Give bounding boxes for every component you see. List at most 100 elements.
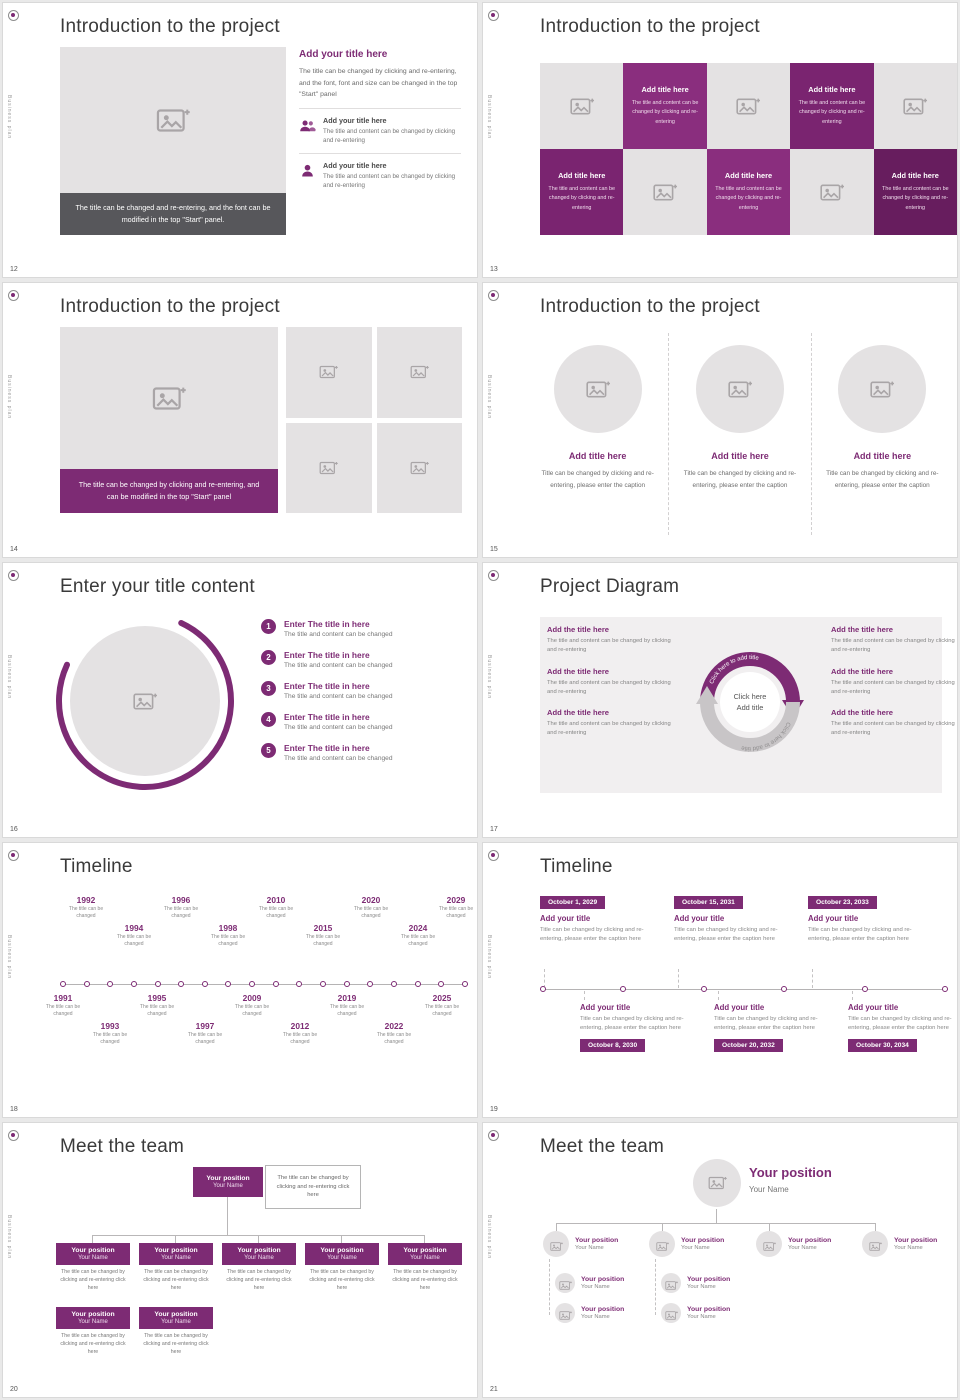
timeline-year[interactable]: 1997 The title can be changed bbox=[187, 1021, 223, 1046]
text-cell[interactable]: Add title here The title and content can… bbox=[790, 63, 874, 149]
diagram-item[interactable]: Add the title here The title and content… bbox=[831, 667, 957, 698]
org-root-box[interactable]: Your position Your Name bbox=[193, 1167, 263, 1197]
timeline-year[interactable]: 2010 The title can be changed bbox=[258, 895, 294, 920]
timeline-year[interactable]: 2022 The title can be changed bbox=[376, 1021, 412, 1046]
timeline-year[interactable]: 2019 The title can be changed bbox=[329, 993, 365, 1018]
timeline-year[interactable]: 2029 The title can be changed bbox=[438, 895, 474, 920]
timeline-year[interactable]: 1998 The title can be changed bbox=[210, 923, 246, 948]
circular-arrows-diagram[interactable]: Click here to add title Click here to ad… bbox=[677, 629, 823, 775]
team-member-sub[interactable]: Your position Your Name bbox=[555, 1303, 624, 1323]
name-label: Your Name bbox=[687, 1314, 716, 1320]
list-item[interactable]: 1 Enter The title in here The title and … bbox=[261, 619, 473, 638]
column[interactable]: Add title here Title can be changed by c… bbox=[668, 333, 810, 535]
list-item[interactable]: 3 Enter The title in here The title and … bbox=[261, 681, 473, 700]
list-item[interactable]: 5 Enter The title in here The title and … bbox=[261, 743, 473, 762]
org-member-box[interactable]: Your position Your Name bbox=[56, 1307, 130, 1329]
org-member-box[interactable]: Your position Your Name bbox=[305, 1243, 379, 1265]
diagram-item[interactable]: Add the title here The title and content… bbox=[547, 625, 673, 656]
text-cell[interactable]: Add title here The title and content can… bbox=[873, 149, 957, 235]
team-member[interactable]: Your position Your Name bbox=[756, 1231, 831, 1257]
item-title: Add the title here bbox=[831, 666, 894, 676]
image-placeholder[interactable] bbox=[790, 149, 874, 235]
image-placeholder[interactable] bbox=[553, 345, 642, 433]
member-text: The title can be changed by clicking and… bbox=[143, 1333, 209, 1355]
cell-title: Add title here bbox=[641, 85, 689, 95]
org-member-box[interactable]: Your position Your Name bbox=[139, 1307, 213, 1329]
image-placeholder[interactable] bbox=[70, 626, 220, 776]
list-item[interactable]: Add your title here The title and conten… bbox=[299, 116, 461, 146]
timeline-year[interactable]: 1995 The title can be changed bbox=[139, 993, 175, 1018]
column-heading[interactable]: Add your title here bbox=[299, 49, 388, 60]
text-cell[interactable]: Add title here The title and content can… bbox=[623, 63, 707, 149]
image-placeholder[interactable] bbox=[873, 63, 957, 149]
list-item[interactable]: Add your title here The title and conten… bbox=[299, 161, 461, 191]
timeline-year[interactable]: 1996 The title can be changed bbox=[163, 895, 199, 920]
sidebar-strip: Business plan bbox=[3, 843, 25, 1117]
column-body[interactable]: The title can be changed by clicking and… bbox=[299, 68, 458, 99]
timeline-entry[interactable]: Add your title Title can be changed by c… bbox=[848, 1003, 957, 1052]
position-label: Your position bbox=[71, 1247, 115, 1254]
lead-position[interactable]: Your position bbox=[749, 1165, 832, 1180]
column-text: Title can be changed by clicking and re-… bbox=[826, 470, 939, 489]
diagram-item[interactable]: Add the title here The title and content… bbox=[831, 625, 957, 656]
org-member-box[interactable]: Your position Your Name bbox=[56, 1243, 130, 1265]
timeline-entry[interactable]: October 1, 2029 Add your title Title can… bbox=[540, 891, 666, 945]
text-cell[interactable]: Add title here The title and content can… bbox=[540, 149, 624, 235]
timeline-entry[interactable]: October 15, 2031 Add your title Title ca… bbox=[674, 891, 800, 945]
org-member-box[interactable]: Your position Your Name bbox=[222, 1243, 296, 1265]
team-member[interactable]: Your position Your Name bbox=[649, 1231, 724, 1257]
column[interactable]: Add title here Title can be changed by c… bbox=[527, 333, 668, 535]
item-title: Add the title here bbox=[831, 708, 894, 718]
team-member[interactable]: Your position Your Name bbox=[543, 1231, 618, 1257]
image-placeholder[interactable] bbox=[623, 149, 707, 235]
diagram-item[interactable]: Add the title here The title and content… bbox=[547, 708, 673, 739]
text-cell[interactable]: Add title here The title and content can… bbox=[706, 149, 791, 235]
timeline-year[interactable]: 2025 The title can be changed bbox=[424, 993, 460, 1018]
cycle-arrows: Click here to add title Click here to ad… bbox=[696, 652, 804, 752]
slide-17: Business plan Project Diagram Add the ti… bbox=[482, 562, 958, 838]
connector bbox=[716, 1209, 717, 1223]
team-member-sub[interactable]: Your position Your Name bbox=[661, 1303, 730, 1323]
team-member-sub[interactable]: Your position Your Name bbox=[555, 1273, 624, 1293]
image-placeholder[interactable] bbox=[286, 327, 372, 418]
timeline-entry[interactable]: October 23, 2033 Add your title Title ca… bbox=[808, 891, 934, 945]
timeline-year[interactable]: 1993 The title can be changed bbox=[92, 1021, 128, 1046]
timeline-year[interactable]: 1994 The title can be changed bbox=[116, 923, 152, 948]
avatar-placeholder[interactable] bbox=[693, 1159, 741, 1207]
timeline-year[interactable]: 1992 The title can be changed bbox=[68, 895, 104, 920]
member-text: The title can be changed by clicking and… bbox=[143, 1269, 209, 1291]
team-member[interactable]: Your position Your Name bbox=[862, 1231, 937, 1257]
image-caption[interactable]: The title can be changed by clicking and… bbox=[60, 469, 278, 513]
image-placeholder[interactable] bbox=[60, 327, 278, 469]
org-member-box[interactable]: Your position Your Name bbox=[388, 1243, 462, 1265]
column[interactable]: Add title here Title can be changed by c… bbox=[810, 333, 953, 535]
timeline-year[interactable]: 2024 The title can be changed bbox=[400, 923, 436, 948]
diagram-item[interactable]: Add the title here The title and content… bbox=[547, 667, 673, 698]
image-placeholder[interactable] bbox=[60, 47, 286, 193]
image-placeholder[interactable] bbox=[706, 63, 791, 149]
timeline-year[interactable]: 1991 The title can be changed bbox=[45, 993, 81, 1018]
diagram-item[interactable]: Add the title here The title and content… bbox=[831, 708, 957, 739]
org-member-box[interactable]: Your position Your Name bbox=[139, 1243, 213, 1265]
image-placeholder[interactable] bbox=[540, 63, 624, 149]
image-placeholder[interactable] bbox=[376, 327, 462, 418]
image-placeholder[interactable] bbox=[286, 422, 372, 513]
timeline-year[interactable]: 2012 The title can be changed bbox=[282, 1021, 318, 1046]
image-caption[interactable]: The title can be changed and re-entering… bbox=[60, 193, 286, 235]
timeline-entry[interactable]: Add your title Title can be changed by c… bbox=[580, 1003, 706, 1052]
org-note[interactable]: The title can be changed by clicking and… bbox=[265, 1165, 361, 1209]
item-text: The title and content can be changed by … bbox=[831, 679, 955, 695]
image-placeholder[interactable] bbox=[695, 345, 784, 433]
timeline-year[interactable]: 2009 The title can be changed bbox=[234, 993, 270, 1018]
center-label[interactable]: Click here Add title bbox=[720, 691, 780, 713]
image-placeholder[interactable] bbox=[838, 345, 927, 433]
timeline-year[interactable]: 2020 The title can be changed bbox=[353, 895, 389, 920]
timeline-year[interactable]: 2015 The title can be changed bbox=[305, 923, 341, 948]
timeline-entry[interactable]: Add your title Title can be changed by c… bbox=[714, 1003, 840, 1052]
image-placeholder[interactable] bbox=[376, 422, 462, 513]
list-item[interactable]: 2 Enter The title in here The title and … bbox=[261, 650, 473, 669]
lead-name[interactable]: Your Name bbox=[749, 1185, 789, 1194]
list-item[interactable]: 4 Enter The title in here The title and … bbox=[261, 712, 473, 731]
team-member-sub[interactable]: Your position Your Name bbox=[661, 1273, 730, 1293]
